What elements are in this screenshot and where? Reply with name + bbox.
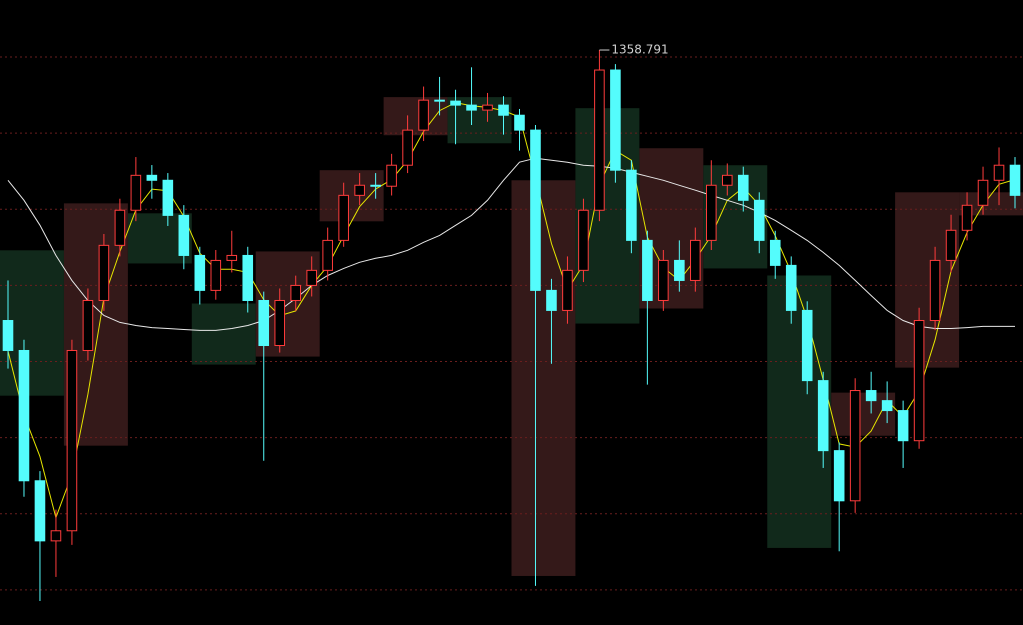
- candle-body: [945, 229, 957, 261]
- candle-body: [50, 530, 62, 542]
- candle-body: [546, 289, 557, 311]
- candle-body: [769, 239, 781, 266]
- candle-body: [865, 390, 877, 402]
- moving-average-line: [7, 102, 1016, 520]
- zone-box: [895, 192, 960, 368]
- candle-body: [514, 114, 525, 131]
- candle-body: [386, 164, 397, 187]
- candle-body: [578, 209, 589, 271]
- candle-body: [354, 184, 365, 196]
- candle-body: [626, 169, 637, 241]
- candle-body: [98, 244, 110, 301]
- zone-box: [191, 303, 256, 365]
- candle-body: [610, 69, 621, 171]
- candle-body: [258, 299, 270, 347]
- candle-body: [434, 99, 445, 102]
- candle-body: [562, 269, 573, 311]
- candle-body: [913, 320, 925, 442]
- candle-body: [194, 254, 206, 291]
- zone-box: [831, 392, 896, 436]
- high-label: 1358.791: [611, 43, 668, 57]
- candle-body: [1009, 164, 1021, 196]
- candle-body: [897, 410, 909, 442]
- candle-body: [146, 174, 158, 181]
- zone-box: [319, 170, 384, 222]
- candle-body: [210, 259, 222, 291]
- candle-body: [721, 174, 733, 186]
- candle-body: [82, 299, 94, 351]
- candle-body: [961, 204, 973, 231]
- candle-body: [178, 214, 190, 256]
- candle-body: [130, 174, 142, 211]
- candle-body: [785, 264, 797, 311]
- candle-body: [338, 194, 349, 241]
- moving-average-line: [7, 157, 1015, 331]
- candle-body: [706, 184, 717, 241]
- candle-body: [801, 309, 813, 382]
- zone-box: [511, 180, 576, 576]
- candle-body: [737, 174, 749, 201]
- candle-body: [753, 199, 765, 241]
- candle-body: [418, 99, 429, 131]
- candle-body: [833, 450, 845, 502]
- candle-body: [817, 380, 829, 452]
- candle-body: [690, 239, 701, 281]
- candle-body: [370, 184, 381, 187]
- candle-body: [114, 209, 126, 246]
- candle-body: [658, 259, 669, 301]
- candle-body: [929, 259, 941, 322]
- candle-body: [530, 129, 541, 291]
- candle-body: [306, 269, 317, 286]
- candle-body: [66, 349, 78, 532]
- candle-body: [993, 164, 1005, 181]
- candle-body: [290, 284, 302, 301]
- candle-body: [2, 320, 14, 351]
- zone-box: [383, 97, 448, 136]
- candle-body: [322, 239, 333, 271]
- candle-body: [977, 179, 989, 206]
- candle-body: [498, 104, 509, 116]
- candle-body: [450, 100, 461, 106]
- candle-body: [594, 69, 605, 211]
- candle-body: [674, 259, 685, 281]
- candle-body: [18, 349, 30, 482]
- candle-body: [849, 390, 861, 502]
- candle-body: [482, 104, 493, 111]
- candle-body: [402, 129, 413, 166]
- candle-body: [226, 254, 238, 261]
- candle-body: [274, 299, 286, 347]
- candle-body: [34, 480, 46, 542]
- candle-body: [162, 179, 174, 216]
- candle-body: [466, 104, 477, 111]
- candle-body: [242, 254, 254, 301]
- candle-body: [881, 400, 893, 412]
- candle-body: [642, 239, 653, 301]
